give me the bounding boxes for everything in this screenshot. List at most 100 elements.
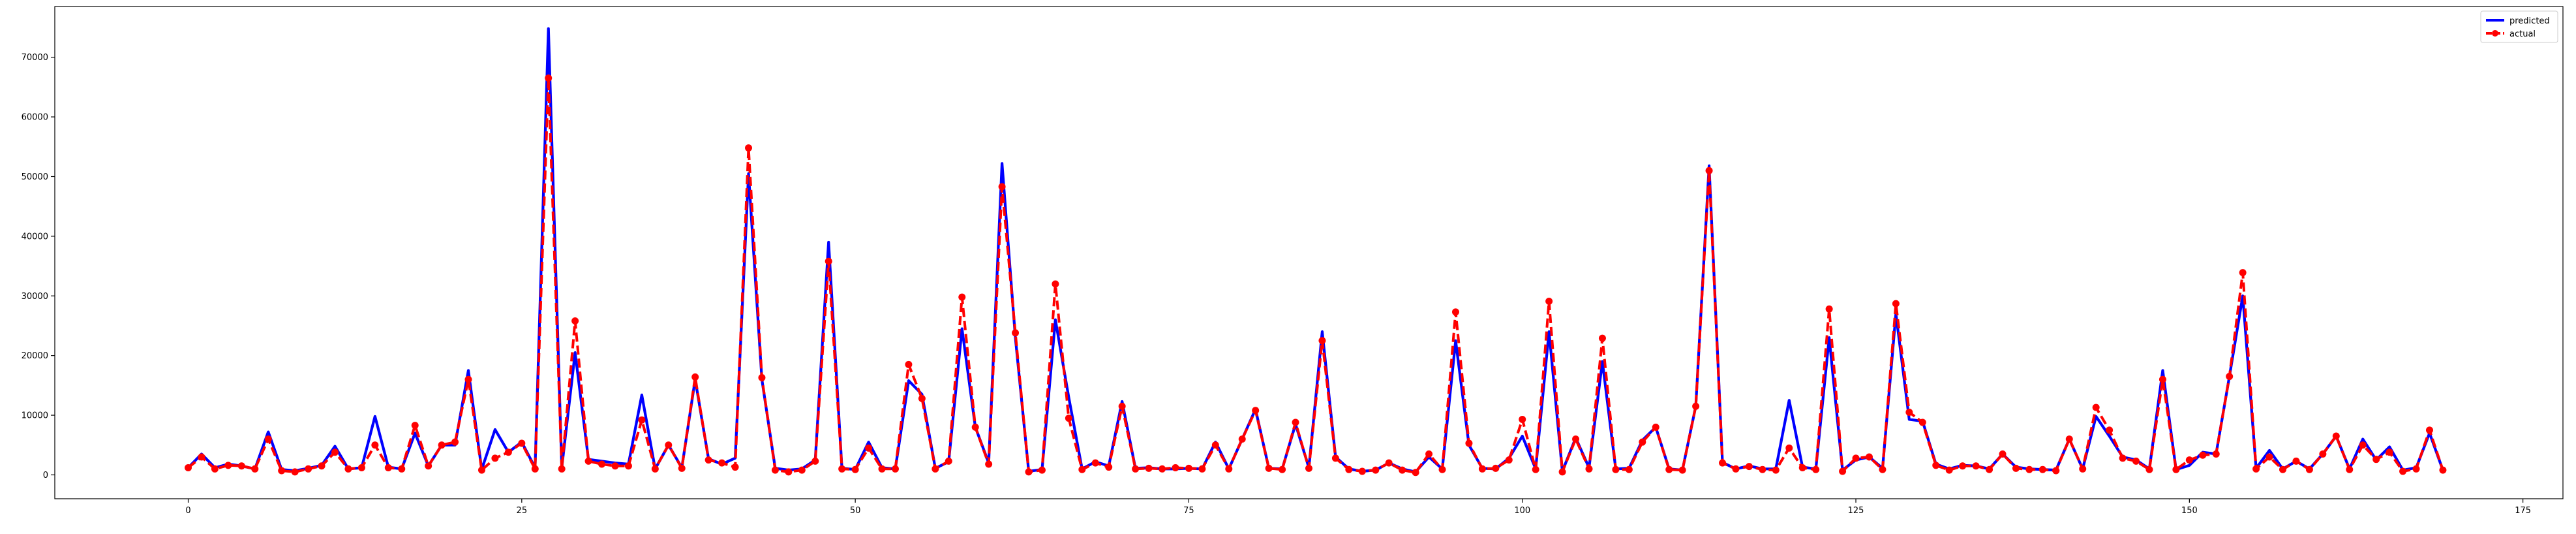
data-point-actual (1692, 402, 1700, 410)
data-point-actual (851, 465, 859, 473)
x-tick-label: 0 (185, 506, 190, 516)
data-point-actual (971, 423, 979, 431)
data-point-actual (1652, 423, 1659, 431)
data-point-actual (905, 360, 913, 368)
data-point-actual (2412, 465, 2420, 473)
data-point-actual (1305, 464, 1312, 472)
data-point-actual (1238, 435, 1246, 443)
data-point-actual (691, 373, 699, 381)
data-point-actual (1905, 408, 1913, 416)
data-point-actual (624, 462, 632, 470)
data-point-actual (1972, 462, 1980, 470)
data-point-actual (1798, 463, 1806, 471)
data-point-actual (2399, 467, 2407, 475)
data-point-actual (2239, 269, 2247, 277)
data-point-actual (1532, 465, 1539, 473)
data-point-actual (1132, 465, 1140, 473)
data-point-actual (305, 465, 312, 473)
data-point-actual (1159, 465, 1166, 473)
data-point-actual (2212, 450, 2220, 458)
data-point-actual (2425, 426, 2433, 434)
data-point-actual (718, 459, 726, 467)
data-point-actual (1091, 459, 1099, 467)
data-point-actual (2332, 432, 2340, 440)
data-point-actual (1932, 462, 1940, 469)
data-point-actual (1812, 465, 1820, 473)
y-tick-label: 0 (43, 471, 48, 480)
data-point-actual (705, 456, 712, 464)
data-point-actual (2305, 465, 2313, 473)
data-point-actual (918, 394, 926, 402)
legend-marker-actual (2492, 30, 2498, 37)
data-point-actual (1038, 466, 1046, 474)
data-point-actual (211, 465, 219, 473)
data-point-actual (1358, 467, 1366, 475)
data-point-actual (2386, 448, 2393, 456)
data-point-actual (2012, 464, 2020, 472)
data-point-actual (1385, 459, 1393, 467)
data-point-actual (264, 435, 272, 443)
data-point-actual (2106, 426, 2114, 434)
data-point-actual (958, 293, 966, 301)
data-point-actual (331, 448, 339, 456)
data-point-actual (678, 464, 686, 472)
data-point-actual (1078, 465, 1086, 473)
data-point-actual (438, 441, 446, 449)
data-point-actual (1492, 464, 1500, 472)
data-point-actual (1986, 465, 1993, 473)
y-tick-label: 10000 (22, 411, 48, 421)
data-point-actual (2319, 450, 2327, 458)
data-point-actual (1065, 415, 1072, 422)
y-tick-label: 50000 (22, 172, 48, 182)
data-point-actual (1719, 459, 1727, 467)
data-point-actual (1279, 465, 1286, 473)
data-point-actual (825, 257, 832, 265)
data-point-actual (1478, 465, 1486, 473)
data-point-actual (545, 74, 553, 82)
data-point-actual (1012, 329, 1020, 337)
data-point-actual (1372, 466, 1380, 474)
data-point-actual (731, 463, 739, 471)
data-point-actual (185, 463, 192, 471)
data-point-actual (1025, 468, 1033, 476)
data-point-actual (985, 460, 993, 468)
data-point-actual (558, 465, 566, 473)
x-tick-label: 175 (2515, 506, 2531, 516)
data-point-actual (771, 466, 779, 474)
data-point-actual (1345, 465, 1353, 473)
axes: 0 25 50 75 100 125 150 175 0 10000 20000 30000 40000… (22, 53, 2531, 516)
data-point-actual (1959, 462, 1967, 470)
data-point-actual (785, 468, 793, 476)
data-point-actual (2038, 465, 2046, 473)
data-point-actual (411, 422, 419, 430)
series-line-actual (187, 76, 2444, 474)
data-point-actual (1612, 465, 1620, 473)
data-point-actual (1852, 454, 1860, 462)
data-point-actual (891, 465, 899, 473)
data-point-actual (2119, 454, 2127, 462)
data-point-actual (2226, 373, 2234, 381)
data-point-actual (251, 465, 259, 473)
data-point-actual (1839, 467, 1847, 475)
data-point-actual (1999, 450, 2007, 458)
data-point-actual (1745, 463, 1753, 471)
data-point-actual (198, 453, 205, 461)
data-point-actual (1598, 334, 1606, 342)
data-point-actual (2359, 441, 2367, 449)
data-point-actual (344, 465, 352, 473)
legend-label-predicted: predicted (2509, 16, 2550, 26)
data-point-actual (1145, 464, 1153, 472)
x-tick-label: 75 (1183, 506, 1194, 516)
data-point-actual (571, 317, 579, 325)
data-point-actual (1639, 438, 1646, 446)
data-point-actual (745, 144, 753, 152)
data-point-actual (2145, 465, 2153, 473)
data-point-actual (1825, 305, 1833, 313)
data-point-actual (224, 462, 232, 469)
data-point-actual (2185, 456, 2193, 464)
data-point-actual (2372, 456, 2380, 463)
data-point-actual (1918, 418, 1926, 426)
data-point-actual (237, 462, 245, 470)
